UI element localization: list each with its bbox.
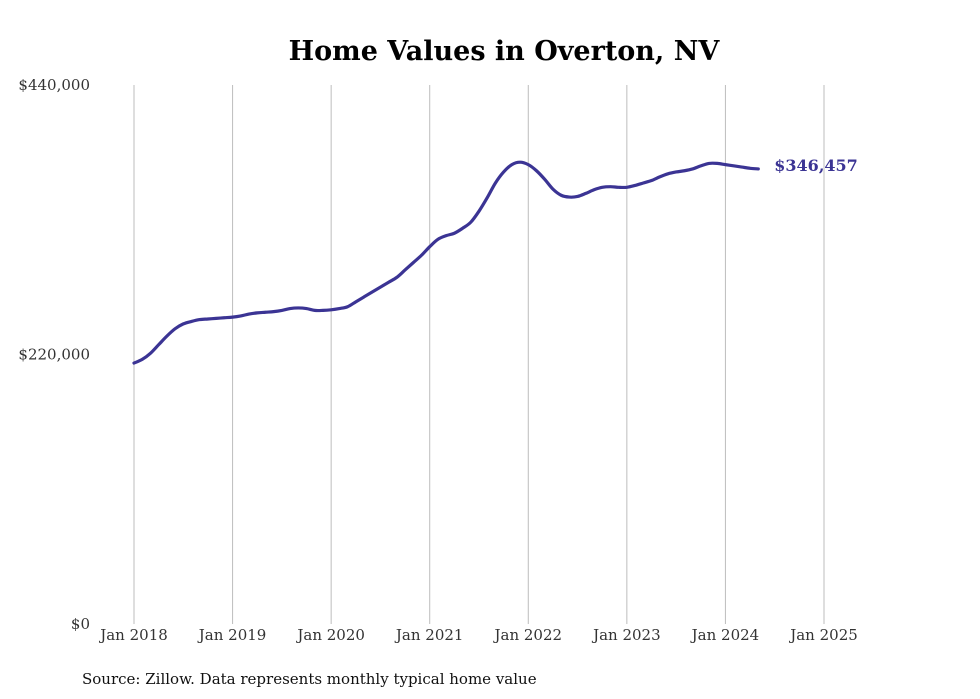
x-tick-label: Jan 2018 (98, 626, 168, 644)
x-tick-label: Jan 2023 (591, 626, 661, 644)
y-tick-label: $440,000 (18, 76, 90, 94)
x-tick-label: Jan 2025 (788, 626, 858, 644)
series-line (132, 160, 760, 365)
x-axis: Jan 2018 Jan 2019 Jan 2020 Jan 2021 Jan 2022… (98, 626, 858, 644)
x-tick-label: Jan 2021 (394, 626, 464, 644)
y-axis: $0 $220,000 $440,000 (18, 76, 90, 633)
x-tick-label: Jan 2020 (295, 626, 365, 644)
y-tick-label: $0 (71, 615, 90, 633)
grid-layer (133, 85, 825, 624)
x-tick-label: Jan 2022 (493, 626, 563, 644)
end-value-label: $346,457 (774, 156, 858, 175)
x-tick-label: Jan 2019 (197, 626, 267, 644)
source-note: Source: Zillow. Data represents monthly … (82, 670, 537, 688)
y-tick-label: $220,000 (18, 346, 90, 364)
chart-title: Home Values in Overton, NV (289, 36, 721, 67)
series-layer: $346,457 (132, 156, 858, 365)
x-tick-label: Jan 2024 (690, 626, 760, 644)
